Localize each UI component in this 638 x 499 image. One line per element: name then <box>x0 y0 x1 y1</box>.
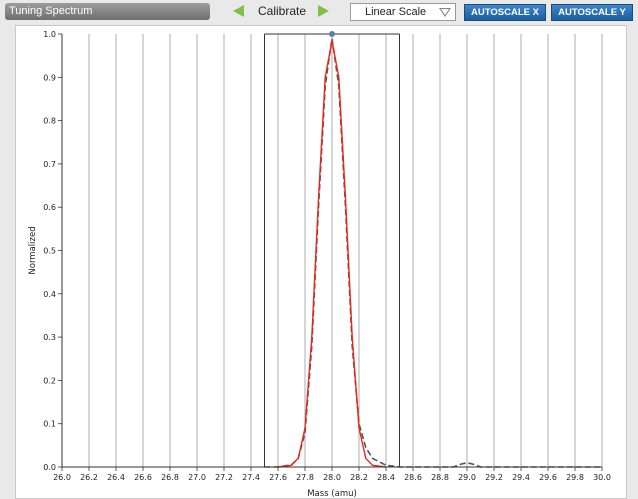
y-tick-label: 0.8 <box>43 117 56 126</box>
x-tick-label: 26.4 <box>107 473 125 482</box>
x-tick-label: 28.0 <box>323 473 341 482</box>
x-tick-label: 28.6 <box>404 473 422 482</box>
x-tick-label: 28.8 <box>431 473 449 482</box>
x-tick-label: 27.2 <box>215 473 233 482</box>
x-tick-label: 26.6 <box>134 473 152 482</box>
panel-title: Tuning Spectrum <box>5 3 210 20</box>
calibrate-label: Calibrate <box>258 4 307 18</box>
calibrate-right-arrow-icon[interactable] <box>318 5 329 17</box>
y-tick-label: 0.9 <box>43 73 56 82</box>
grid <box>61 34 603 467</box>
x-tick-label: 29.2 <box>485 473 503 482</box>
autoscale-y-button[interactable]: AUTOSCALE Y <box>551 4 633 21</box>
y-tick-label: 0.7 <box>43 160 56 169</box>
peak-marker <box>329 31 335 37</box>
x-tick-label: 30.0 <box>593 473 611 482</box>
autoscale-x-button[interactable]: AUTOSCALE X <box>464 4 546 21</box>
y-tick-label: 0.5 <box>43 247 56 256</box>
x-axis-label: Mass (amu) <box>307 489 357 499</box>
y-tick-label: 0.6 <box>43 203 56 212</box>
tick-labels: 26.0 26.2 26.4 26.6 26.8 27.0 27.2 27.4 27.6 27.8… <box>43 30 611 482</box>
y-tick-label: 1.0 <box>43 30 56 39</box>
x-tick-label: 26.8 <box>161 473 179 482</box>
x-tick-label: 27.8 <box>296 473 314 482</box>
y-axis-label: Normalized <box>28 226 38 274</box>
series-lines <box>264 31 602 468</box>
x-tick-label: 28.2 <box>350 473 368 482</box>
toolbar: Tuning Spectrum Calibrate Linear Scale A… <box>0 0 638 26</box>
x-tick-label: 29.8 <box>566 473 584 482</box>
x-tick-label: 27.0 <box>188 473 206 482</box>
chevron-down-icon <box>439 8 451 17</box>
y-tick-label: 0.0 <box>43 463 56 472</box>
plot-panel <box>15 25 627 499</box>
y-tick-label: 0.3 <box>43 333 56 342</box>
y-tick-label: 0.4 <box>43 290 56 299</box>
scale-select[interactable]: Linear Scale <box>350 3 456 21</box>
x-tick-label: 28.4 <box>377 473 395 482</box>
series-line-2 <box>277 39 387 468</box>
y-tick-label: 0.2 <box>43 376 56 385</box>
x-tick-label: 26.0 <box>53 473 71 482</box>
axes <box>58 33 603 471</box>
series-line-1 <box>264 37 602 468</box>
x-tick-label: 27.6 <box>269 473 287 482</box>
scale-select-value: Linear Scale <box>365 6 427 18</box>
x-tick-label: 26.2 <box>80 473 98 482</box>
x-tick-label: 29.0 <box>458 473 476 482</box>
x-tick-label: 29.4 <box>512 473 530 482</box>
y-tick-label: 0.1 <box>43 420 56 429</box>
x-tick-label: 29.6 <box>539 473 557 482</box>
calibrate-left-arrow-icon[interactable] <box>233 5 244 17</box>
x-tick-label: 27.4 <box>242 473 260 482</box>
